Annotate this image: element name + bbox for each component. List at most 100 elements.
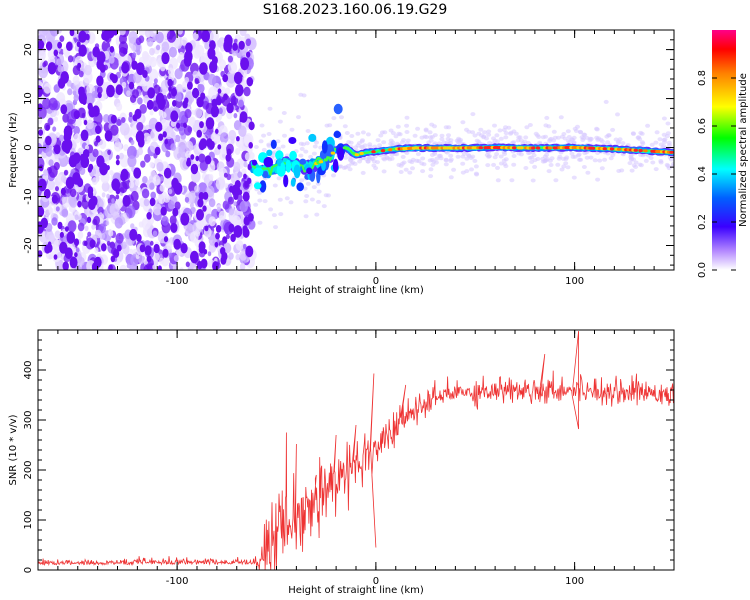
spectrogram-xlabel: Height of straight line (km) <box>288 285 424 296</box>
noise-blob <box>174 92 182 102</box>
noise-blob <box>185 261 190 268</box>
signal-haze <box>277 119 283 124</box>
noise-blob-strong <box>160 206 167 216</box>
noise-blob-strong <box>59 231 64 238</box>
signal-haze <box>472 158 478 163</box>
signal-haze <box>448 138 454 143</box>
noise-blob <box>149 110 154 116</box>
noise-blob-strong <box>230 233 236 243</box>
noise-blob-strong <box>176 122 181 129</box>
signal-haze <box>540 135 546 140</box>
signal-haze <box>629 156 635 161</box>
signal-haze <box>511 162 517 167</box>
noise-blob <box>57 65 63 73</box>
noise-blob-strong <box>202 205 207 212</box>
noise-blob <box>55 186 59 192</box>
signal-haze <box>360 170 366 175</box>
signal-haze <box>497 128 503 133</box>
signal-haze <box>304 194 310 198</box>
noise-blob-strong <box>180 243 188 254</box>
signal-haze <box>602 157 608 162</box>
signal-haze <box>469 167 474 172</box>
noise-blob-strong <box>163 236 169 243</box>
signal-haze <box>662 137 668 142</box>
signal-haze <box>427 130 433 135</box>
noise-blob <box>194 77 200 85</box>
noise-blob <box>59 35 65 42</box>
noise-blob <box>196 219 204 229</box>
noise-blob-strong <box>38 178 47 192</box>
noise-blob-strong <box>222 74 229 83</box>
signal-haze <box>470 154 476 159</box>
noise-blob <box>59 134 64 142</box>
signal-haze <box>603 99 609 104</box>
noise-blob <box>136 121 144 132</box>
noise-blob-strong <box>86 216 92 223</box>
noise-blob <box>194 185 200 193</box>
noise-blob-strong <box>205 117 215 130</box>
noise-blob <box>237 171 243 178</box>
signal-haze <box>581 165 587 169</box>
signal-blob <box>306 167 313 175</box>
signal-haze <box>606 133 612 138</box>
noise-blob <box>194 107 203 119</box>
signal-haze <box>508 131 513 136</box>
noise-blob <box>129 248 134 255</box>
signal-haze <box>671 161 674 166</box>
noise-blob <box>113 141 122 152</box>
noise-blob <box>114 217 124 229</box>
noise-blob <box>189 202 194 208</box>
signal-haze <box>375 160 380 165</box>
signal-haze <box>276 146 282 151</box>
noise-blob <box>161 215 169 226</box>
noise-blob <box>48 97 58 111</box>
noise-blob <box>184 108 192 119</box>
noise-blob <box>165 150 171 158</box>
noise-blob-strong <box>228 223 235 233</box>
noise-blob-strong <box>171 87 177 97</box>
noise-blob <box>115 232 124 244</box>
signal-haze <box>377 143 383 148</box>
signal-haze <box>633 165 639 169</box>
noise-blob-strong <box>170 222 178 233</box>
noise-blob <box>107 149 111 155</box>
noise-blob <box>91 224 96 230</box>
signal-haze <box>573 128 579 133</box>
noise-blob-strong <box>104 130 113 142</box>
signal-blob <box>280 162 285 170</box>
noise-blob-strong <box>199 138 208 150</box>
noise-blob <box>116 102 123 112</box>
signal-peak <box>354 153 359 157</box>
signal-haze <box>597 158 603 163</box>
signal-haze <box>266 132 272 136</box>
noise-blob-strong <box>146 255 152 263</box>
signal-blob <box>296 182 305 192</box>
noise-blob <box>126 145 137 159</box>
noise-blob-strong <box>57 41 62 49</box>
noise-blob-strong <box>135 130 145 144</box>
noise-blob-strong <box>142 70 148 78</box>
noise-blob <box>243 86 251 97</box>
noise-blob <box>204 42 210 50</box>
noise-blob-strong <box>199 121 204 129</box>
signal-haze <box>470 130 476 135</box>
signal-haze <box>267 106 273 111</box>
noise-blob-strong <box>202 191 209 200</box>
noise-blob <box>218 210 227 221</box>
noise-blob <box>148 175 154 181</box>
signal-haze <box>572 154 578 159</box>
noise-blob <box>77 256 85 266</box>
noise-blob-strong <box>180 212 190 226</box>
noise-blob <box>92 148 99 158</box>
noise-blob-strong <box>162 248 169 258</box>
noise-blob-strong <box>78 44 87 57</box>
noise-blob <box>60 175 66 183</box>
noise-blob <box>135 179 140 187</box>
signal-haze <box>526 151 531 156</box>
noise-blob-strong <box>113 249 120 258</box>
noise-blob-strong <box>146 212 152 220</box>
colorbar-tick-label: 0.2 <box>697 214 708 230</box>
noise-blob-strong <box>106 165 110 171</box>
signal-haze <box>486 154 492 159</box>
noise-blob-strong <box>196 129 202 138</box>
